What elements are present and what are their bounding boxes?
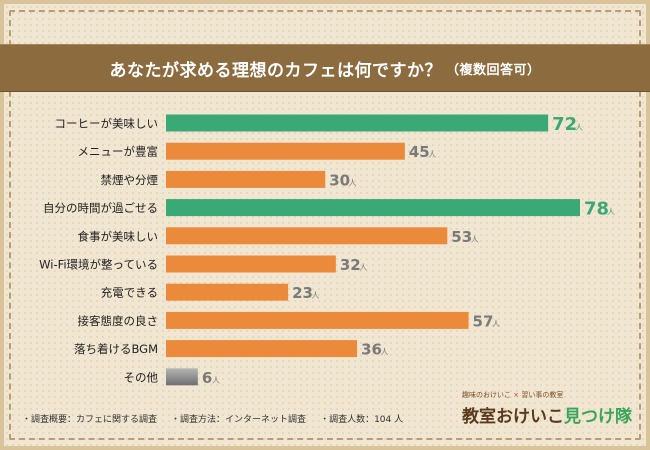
value-unit: 人 xyxy=(359,263,367,272)
bar xyxy=(166,368,198,386)
category-label: 自分の時間が過ごせる xyxy=(43,201,158,215)
value-label: 32 xyxy=(340,256,361,274)
value-unit: 人 xyxy=(471,235,479,244)
brand-logo: 趣味のおけいこ × 習い事の教室 教室おけいこ見つけ隊 xyxy=(462,390,632,432)
logo-name-a: 教室おけいこ xyxy=(462,407,564,427)
logo-tagline-a: 趣味のおけいこ xyxy=(462,391,511,399)
value-unit: 人 xyxy=(607,208,615,217)
value-label: 6 xyxy=(202,369,212,387)
bar xyxy=(166,283,289,301)
value-label: 53 xyxy=(451,228,472,246)
category-label: 禁煙や分煙 xyxy=(101,173,159,187)
value-unit: 人 xyxy=(428,150,436,159)
value-label: 57 xyxy=(473,312,494,330)
footnote-method: 調査方法：インターネット調査 xyxy=(171,412,306,425)
value-unit: 人 xyxy=(349,178,357,187)
logo-name-b: 見つけ隊 xyxy=(564,407,632,427)
category-label: 接客態度の良さ xyxy=(78,314,159,328)
bar xyxy=(166,170,326,188)
category-label: 食事が美味しい xyxy=(78,229,159,243)
bar xyxy=(166,114,549,132)
bar xyxy=(166,142,405,160)
category-label: Wi-Fi環境が整っている xyxy=(39,258,158,272)
category-label: その他 xyxy=(124,370,159,384)
value-unit: 人 xyxy=(212,376,220,385)
survey-footnotes: 調査概要：カフェに関する調査 調査方法：インターネット調査 調査人数：104 人 xyxy=(22,412,403,425)
footnote-count: 調査人数：104 人 xyxy=(320,412,403,425)
value-label: 72 xyxy=(552,114,577,135)
chart-title-note: （複数回答可） xyxy=(445,62,541,78)
bar xyxy=(166,227,448,245)
category-label: 落ち着けるBGM xyxy=(74,342,158,356)
value-label: 78 xyxy=(584,199,609,220)
title-banner: あなたが求める理想のカフェは何ですか？ （複数回答可） xyxy=(0,44,650,92)
logo-tagline: 趣味のおけいこ × 習い事の教室 xyxy=(462,390,630,400)
dashed-frame xyxy=(9,10,641,440)
value-label: 23 xyxy=(292,284,313,302)
value-unit: 人 xyxy=(380,348,388,357)
category-label: 充電できる xyxy=(101,286,158,300)
logo-name: 教室おけいこ見つけ隊 xyxy=(462,402,632,427)
bar xyxy=(166,199,580,217)
bar xyxy=(166,255,336,273)
bar xyxy=(166,311,469,329)
value-unit: 人 xyxy=(492,319,500,328)
category-label: コーヒーが美味しい xyxy=(55,117,159,131)
chart-title: あなたが求める理想のカフェは何ですか？ xyxy=(109,60,442,81)
logo-tagline-b: 習い事の教室 xyxy=(521,391,564,399)
value-label: 30 xyxy=(329,171,350,189)
value-label: 45 xyxy=(409,143,430,161)
logo-tagline-sep: × xyxy=(513,391,520,399)
value-unit: 人 xyxy=(575,123,583,132)
footnote-overview: 調査概要：カフェに関する調査 xyxy=(22,412,157,425)
value-label: 36 xyxy=(361,341,382,359)
category-label: メニューが豊富 xyxy=(78,145,159,159)
bar xyxy=(166,340,358,358)
value-unit: 人 xyxy=(311,291,319,300)
